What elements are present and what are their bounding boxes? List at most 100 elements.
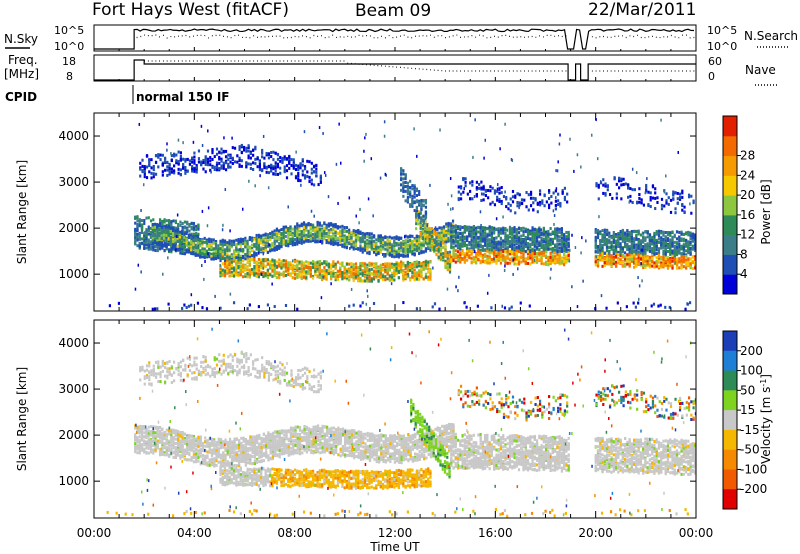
data-cell	[330, 270, 333, 274]
data-cell	[375, 238, 378, 242]
data-cell	[219, 242, 222, 246]
data-cell	[251, 254, 254, 258]
data-cell	[187, 241, 191, 245]
data-cell	[495, 242, 498, 246]
data-cell	[210, 240, 213, 244]
data-cell	[368, 245, 371, 249]
data-cell	[188, 223, 191, 227]
data-cell	[163, 225, 166, 229]
data-cell	[377, 239, 380, 243]
data-cell	[515, 254, 518, 258]
data-cell	[411, 239, 414, 243]
data-cell	[363, 246, 367, 250]
data-cell	[558, 239, 561, 243]
data-cell	[495, 227, 498, 231]
data-cell	[531, 235, 534, 239]
data-cell	[235, 269, 238, 273]
data-cell	[327, 238, 330, 242]
data-cell	[275, 232, 279, 236]
data-cell	[547, 263, 550, 267]
data-cell	[526, 251, 530, 255]
data-cell	[176, 233, 179, 237]
data-cell	[143, 236, 146, 240]
data-cell	[214, 257, 218, 261]
data-cell	[223, 242, 227, 246]
data-cell	[264, 264, 267, 268]
data-cell	[549, 247, 552, 251]
data-cell	[341, 224, 344, 228]
data-cell	[397, 266, 400, 270]
data-cell	[316, 223, 319, 227]
data-cell	[475, 236, 478, 240]
data-cell	[323, 226, 326, 230]
data-cell	[332, 239, 335, 243]
data-cell	[549, 259, 552, 263]
data-cell	[210, 257, 213, 261]
data-cell	[284, 239, 288, 243]
data-cell	[610, 260, 613, 264]
data-cell	[549, 232, 552, 236]
data-cell	[484, 260, 487, 264]
data-cell	[456, 254, 460, 258]
data-cell	[176, 237, 179, 241]
data-cell	[479, 239, 482, 243]
data-cell	[475, 242, 478, 246]
data-cell	[232, 241, 236, 245]
data-cell	[415, 242, 419, 246]
data-cell	[522, 259, 525, 263]
data-cell	[339, 236, 342, 240]
data-cell	[158, 243, 161, 247]
data-cell	[446, 257, 449, 261]
data-cell	[535, 242, 539, 246]
data-cell	[426, 227, 429, 231]
data-cell	[318, 266, 321, 270]
data-cell	[563, 259, 566, 263]
data-cell	[437, 236, 440, 240]
data-cell	[551, 251, 554, 255]
data-cell	[531, 254, 534, 258]
data-cell	[413, 245, 416, 249]
data-cell	[190, 251, 193, 255]
data-cell	[379, 248, 382, 252]
data-cell	[205, 244, 209, 248]
cpid-label: CPID	[5, 90, 37, 104]
data-cell	[305, 260, 308, 264]
data-cell	[235, 238, 238, 242]
data-cell	[219, 267, 222, 271]
data-cell	[395, 253, 398, 257]
data-cell	[280, 273, 283, 277]
data-cell	[477, 243, 480, 247]
data-cell	[390, 254, 394, 258]
data-cell	[447, 238, 450, 242]
data-cell	[506, 242, 509, 246]
data-cell	[368, 241, 371, 245]
data-cell	[437, 249, 440, 253]
data-cell	[450, 241, 453, 245]
data-cell	[426, 233, 429, 237]
data-cell	[427, 263, 430, 267]
data-cell	[522, 243, 525, 247]
data-cell	[248, 263, 251, 267]
data-cell	[309, 225, 312, 229]
data-cell	[136, 224, 139, 228]
data-cell	[278, 242, 281, 246]
data-cell	[156, 241, 159, 245]
data-cell	[311, 266, 315, 270]
data-cell	[402, 271, 405, 275]
data-cell	[544, 260, 548, 264]
data-cell	[626, 262, 629, 266]
data-cell	[605, 249, 609, 253]
data-cell	[511, 247, 514, 251]
data-cell	[217, 247, 220, 251]
data-cell	[205, 255, 209, 259]
data-cell	[181, 245, 184, 249]
data-cell	[384, 243, 387, 247]
data-cell	[439, 258, 443, 262]
data-cell	[427, 260, 430, 264]
data-cell	[542, 232, 545, 236]
data-cell	[239, 246, 242, 250]
data-cell	[273, 247, 276, 251]
data-cell	[291, 239, 294, 243]
data-cell	[177, 247, 180, 251]
data-cell	[363, 248, 367, 252]
